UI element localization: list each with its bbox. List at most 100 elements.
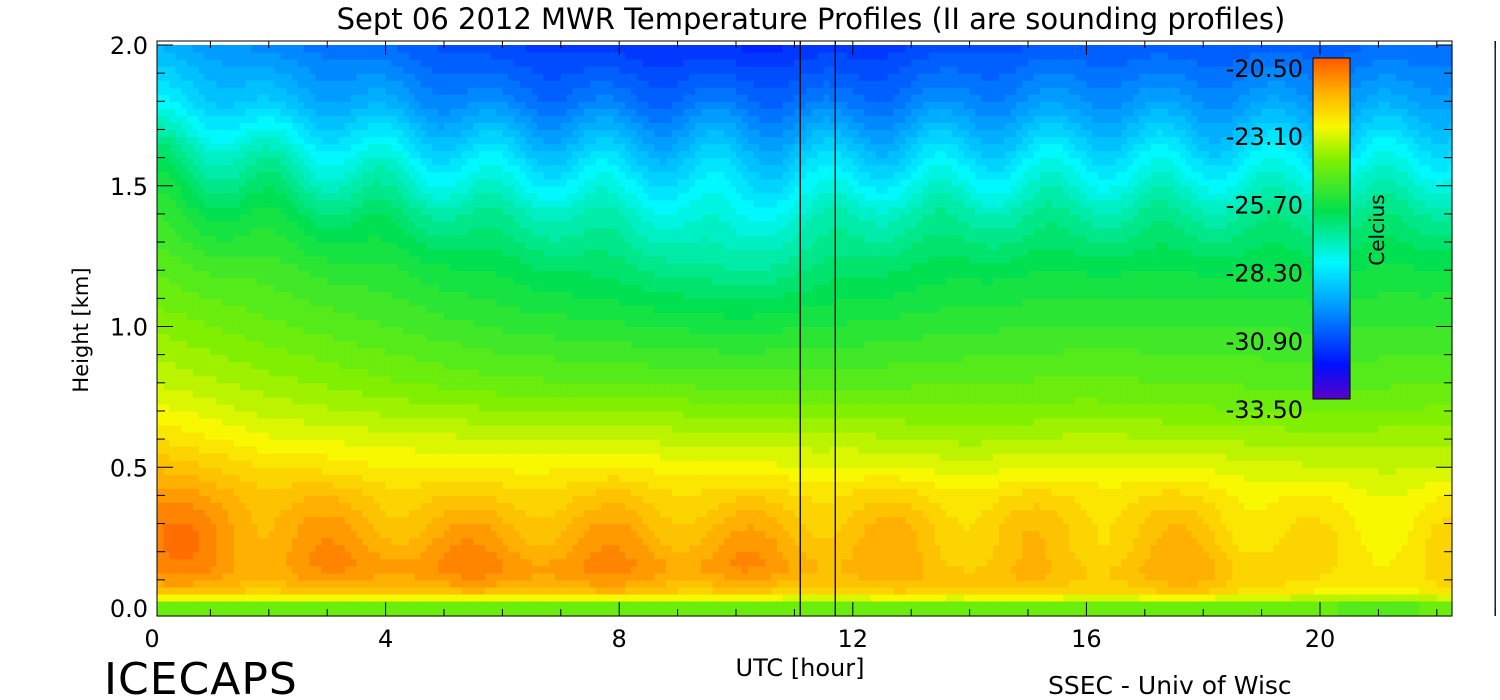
heatmap-cell [280,249,287,257]
heatmap-cell [315,460,322,468]
heatmap-cell [385,192,392,201]
heatmap-cell [432,439,439,447]
heatmap-cell [409,333,416,342]
heatmap-cell [449,361,457,370]
heatmap-cell [379,453,387,461]
heatmap-cell [286,143,293,152]
heatmap-cell [210,298,217,306]
heatmap-cell [391,565,398,574]
heatmap-cell [479,199,486,208]
heatmap-cell [438,291,445,299]
heatmap-cell [508,228,515,236]
heatmap-cell [414,516,422,525]
heatmap-cell [157,368,165,377]
heatmap-cell [292,502,299,510]
heatmap-cell [187,537,194,546]
heatmap-cell [385,579,392,588]
heatmap-cell [333,382,340,391]
heatmap-cell [204,256,211,264]
heatmap-cell [514,410,521,419]
heatmap-cell [309,263,317,271]
heatmap-cell [444,410,451,419]
heatmap-cell [268,108,276,116]
heatmap-cell [414,249,422,257]
heatmap-cell [268,122,276,130]
heatmap-cell [432,171,439,180]
heatmap-cell [461,129,468,138]
heatmap-cell [344,80,352,88]
heatmap-cell [397,256,404,264]
heatmap-cell [508,425,515,433]
heatmap-cell [397,488,404,496]
heatmap-cell [187,396,194,405]
heatmap-cell [263,396,270,405]
heatmap-cell [251,361,258,370]
heatmap-cell [157,263,165,271]
heatmap-cell [385,249,392,257]
heatmap-cell [385,220,392,229]
heatmap-cell [438,558,445,567]
heatmap-cell [479,579,486,588]
heatmap-cell [157,544,159,553]
heatmap-cell [309,460,317,468]
heatmap-cell [257,312,264,320]
heatmap-cell [473,488,480,496]
heatmap-cell [157,199,165,208]
heatmap-cell [391,488,398,496]
heatmap-cell [333,368,340,377]
heatmap-cell [298,495,305,503]
heatmap-cell [210,108,217,116]
heatmap-cell [479,108,486,116]
heatmap-cell [274,59,281,67]
heatmap-cell [490,150,498,159]
heatmap-cell [251,185,258,194]
heatmap-cell [397,425,404,433]
heatmap-cell [333,495,340,503]
heatmap-cell [409,164,416,173]
heatmap-cell [157,87,165,95]
heatmap-cell [426,460,433,468]
heatmap-cell [409,256,416,264]
heatmap-cell [368,509,375,518]
heatmap-cell [344,228,352,236]
heatmap-cell [321,284,328,292]
heatmap-cell [362,185,369,194]
heatmap-cell [263,389,270,398]
heatmap-cell [198,558,206,567]
heatmap-cell [356,192,363,201]
heatmap-cell [479,593,486,602]
heatmap-cell [496,270,503,278]
heatmap-cell [397,516,404,525]
heatmap-cell [210,410,217,419]
heatmap-cell [344,586,352,595]
heatmap-cell [444,425,451,433]
heatmap-cell [163,382,171,391]
heatmap-cell [157,235,165,243]
heatmap-cell [455,291,463,299]
heatmap-cell [245,502,252,510]
heatmap-cell [263,206,270,215]
heatmap-cell [391,122,398,130]
heatmap-cell [157,347,159,356]
heatmap-cell [157,347,165,356]
heatmap-cell [280,291,287,299]
heatmap-cell [216,418,223,426]
heatmap-cell [175,601,182,617]
heatmap-cell [303,185,311,194]
heatmap-cell [455,52,463,60]
heatmap-cell [455,192,463,201]
heatmap-cell [309,523,317,532]
heatmap-cell [496,558,503,567]
heatmap-cell [514,516,521,525]
heatmap-cell [292,319,299,328]
heatmap-cell [444,277,451,285]
heatmap-cell [157,368,159,377]
heatmap-cell [356,495,363,503]
heatmap-cell [192,101,200,109]
heatmap-cell [432,544,439,553]
heatmap-cell [239,572,246,581]
heatmap-cell [251,382,258,391]
heatmap-cell [473,446,480,454]
heatmap-cell [356,284,363,292]
heatmap-cell [420,312,427,320]
